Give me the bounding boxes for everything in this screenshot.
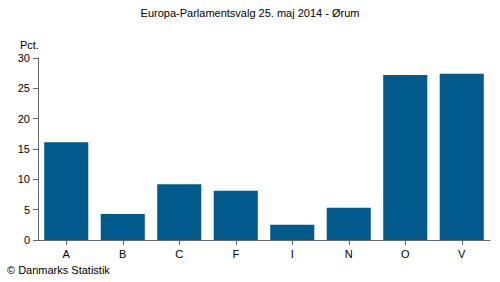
svg-text:Pct.: Pct.: [20, 39, 39, 51]
svg-text:30: 30: [18, 52, 30, 64]
svg-text:A: A: [63, 248, 71, 260]
svg-text:5: 5: [24, 204, 30, 216]
svg-text:15: 15: [18, 143, 30, 155]
svg-text:N: N: [345, 248, 353, 260]
svg-text:20: 20: [18, 113, 30, 125]
svg-text:© Danmarks Statistik: © Danmarks Statistik: [7, 264, 110, 276]
svg-text:10: 10: [18, 173, 30, 185]
svg-text:0: 0: [24, 234, 30, 246]
svg-text:F: F: [232, 248, 239, 260]
svg-text:V: V: [458, 248, 466, 260]
svg-text:25: 25: [18, 82, 30, 94]
svg-text:B: B: [119, 248, 126, 260]
svg-text:Europa-Parlamentsvalg 25. maj: Europa-Parlamentsvalg 25. maj 2014 - Øru…: [141, 7, 360, 19]
svg-text:I: I: [291, 248, 294, 260]
svg-text:O: O: [401, 248, 410, 260]
svg-text:C: C: [175, 248, 183, 260]
